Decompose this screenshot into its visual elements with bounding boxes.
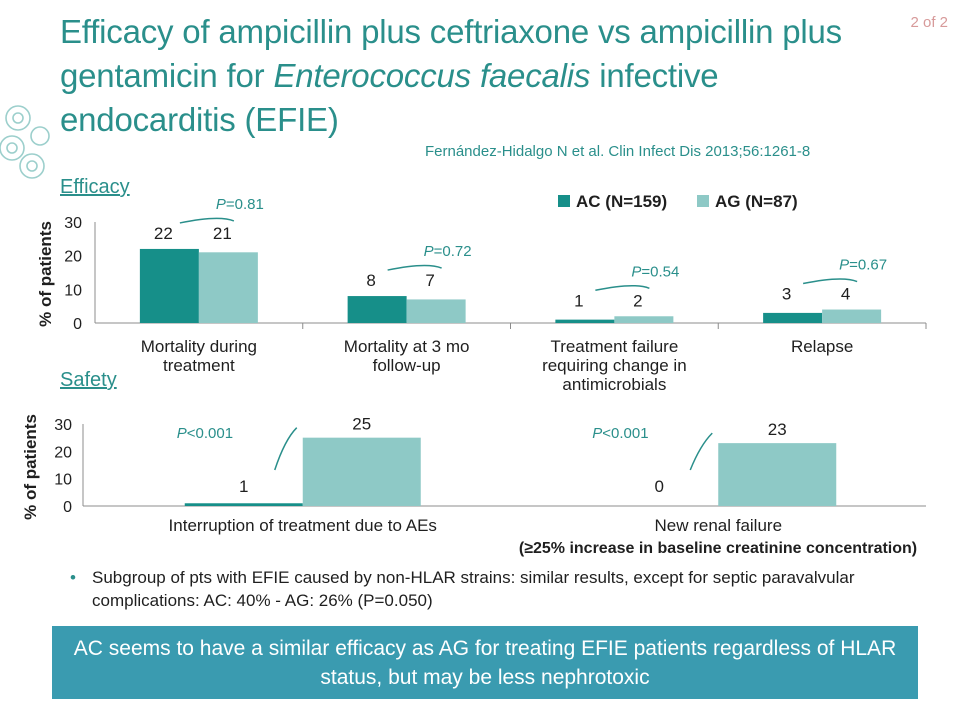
safety-pvalue-label: P<0.001 — [177, 425, 233, 442]
efficacy-y-tick-label: 30 — [64, 215, 82, 232]
molecule-decoration-icon — [0, 105, 50, 179]
efficacy-bar-ag — [822, 309, 882, 323]
subgroup-bullet: • Subgroup of pts with EFIE caused by no… — [70, 566, 900, 612]
citation: Fernández-Hidalgo N et al. Clin Infect D… — [425, 143, 811, 160]
efficacy-data-label-ag: 2 — [633, 291, 642, 310]
efficacy-data-label-ac: 8 — [366, 271, 375, 290]
efficacy-data-label-ag: 21 — [213, 224, 232, 243]
safety-data-label-ag: 23 — [768, 420, 787, 439]
safety-bar-ac — [184, 503, 303, 506]
efficacy-pvalue-connector — [595, 284, 650, 292]
efficacy-pvalue-label: P=0.54 — [631, 263, 679, 280]
conclusion-text: AC seems to have a similar efficacy as A… — [73, 636, 897, 689]
section-label-safety: Safety — [60, 369, 117, 391]
title-italic-organism: Enterococcus faecalis — [273, 57, 591, 94]
efficacy-category-label: Mortality at 3 mo — [344, 337, 470, 356]
efficacy-pvalue-label: P=0.81 — [216, 196, 264, 213]
efficacy-category-label: Relapse — [791, 337, 853, 356]
safety-data-label-ac: 1 — [239, 477, 248, 496]
safety-pvalue-connector — [689, 432, 713, 471]
safety-y-axis-label: % of patients — [21, 414, 40, 520]
subgroup-bullet-text: Subgroup of pts with EFIE caused by non-… — [92, 568, 855, 610]
safety-category-label: New renal failure — [654, 516, 782, 535]
safety-bar-ag — [718, 443, 837, 506]
efficacy-pvalue-connector — [802, 278, 858, 285]
legend-swatch-ac — [558, 195, 570, 207]
page-number: 2 of 2 — [910, 14, 948, 31]
efficacy-pvalue-label: P=0.67 — [839, 257, 887, 274]
legend-label-ag: AG (N=87) — [715, 192, 798, 211]
efficacy-pvalue-connector — [179, 217, 235, 224]
efficacy-bar-ac — [763, 312, 823, 323]
efficacy-category-label: requiring change in — [542, 356, 687, 375]
efficacy-y-tick-label: 20 — [64, 249, 82, 266]
efficacy-data-label-ac: 3 — [782, 285, 791, 304]
legend-label-ac: AC (N=159) — [576, 192, 667, 211]
efficacy-bar-ag — [614, 316, 674, 323]
safety-bar-ag — [302, 437, 421, 506]
efficacy-category-label: treatment — [163, 356, 235, 375]
title-part-2: infective endocarditis (EFIE) — [60, 57, 719, 138]
efficacy-bar-ag — [406, 299, 466, 323]
efficacy-bar-ac — [139, 248, 199, 323]
efficacy-bar-ac — [347, 296, 407, 323]
safety-y-tick-label: 20 — [54, 444, 72, 461]
safety-y-tick-label: 30 — [54, 417, 72, 434]
efficacy-y-axis-label: % of patients — [36, 221, 55, 327]
efficacy-y-tick-label: 10 — [64, 282, 82, 299]
section-label-efficacy: Efficacy — [60, 176, 130, 198]
efficacy-pvalue-connector — [387, 264, 442, 271]
safety-pvalue-label: P<0.001 — [592, 425, 648, 442]
efficacy-bar-ac — [555, 319, 615, 323]
title-part-1: Efficacy of ampicillin plus ceftriaxone … — [60, 13, 842, 94]
safety-data-label-ag: 25 — [352, 415, 371, 434]
safety-category-label: Interruption of treatment due to AEs — [169, 516, 437, 535]
efficacy-data-label-ac: 1 — [574, 291, 583, 310]
safety-y-tick-label: 10 — [54, 472, 72, 489]
safety-category-sublabel: (≥25% increase in baseline creatinine co… — [519, 540, 917, 557]
efficacy-data-label-ag: 7 — [425, 271, 434, 290]
safety-data-label-ac: 0 — [655, 477, 664, 496]
efficacy-category-label: Treatment failure — [550, 337, 678, 356]
safety-pvalue-connector — [274, 427, 298, 471]
conclusion-box: AC seems to have a similar efficacy as A… — [52, 626, 918, 699]
efficacy-category-label: antimicrobials — [562, 375, 666, 394]
efficacy-bar-ag — [198, 252, 258, 323]
efficacy-data-label-ac: 22 — [154, 224, 173, 243]
legend-swatch-ag — [697, 195, 709, 207]
efficacy-category-label: follow-up — [373, 356, 441, 375]
efficacy-category-label: Mortality during — [141, 337, 257, 356]
bullet-dot-icon: • — [70, 568, 76, 587]
efficacy-pvalue-label: P=0.72 — [424, 243, 472, 260]
safety-y-tick-label: 0 — [63, 499, 72, 516]
efficacy-y-tick-label: 0 — [73, 316, 82, 333]
efficacy-data-label-ag: 4 — [841, 285, 850, 304]
slide-title: Efficacy of ampicillin plus ceftriaxone … — [60, 10, 900, 142]
